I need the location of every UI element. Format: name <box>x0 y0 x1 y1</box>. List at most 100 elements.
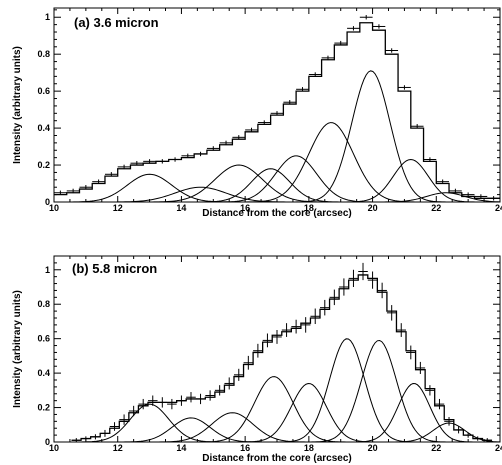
data-point <box>396 323 407 337</box>
data-point <box>205 390 215 401</box>
data-point <box>92 179 105 184</box>
y-tick-label: 0.2 <box>37 160 50 170</box>
data-point <box>291 319 301 334</box>
data-point <box>109 422 120 431</box>
data-point <box>219 140 233 146</box>
y-tick-label: 0.2 <box>37 403 50 413</box>
data-point <box>372 24 386 29</box>
data-point <box>168 157 182 162</box>
data-point <box>444 417 454 426</box>
data-point <box>272 330 282 344</box>
y-tick-label: 0 <box>45 437 50 447</box>
data-point <box>54 190 67 195</box>
data-point <box>423 157 437 162</box>
panel-title: (a) 3.6 micron <box>74 15 159 30</box>
gaussian-component-curve <box>54 422 501 443</box>
data-point <box>347 26 360 31</box>
x-tick-label: 24 <box>495 203 502 213</box>
y-tick-label: 0.4 <box>37 368 50 378</box>
data-point <box>359 15 373 20</box>
data-point <box>482 438 493 443</box>
plot-frame <box>53 7 501 203</box>
gaussian-components <box>54 70 501 203</box>
data-point <box>128 405 139 417</box>
gaussian-component-curve <box>54 403 500 443</box>
data-point <box>281 323 292 337</box>
x-tick-label: 20 <box>368 203 378 213</box>
data-point <box>232 135 246 140</box>
data-point <box>253 343 263 358</box>
gaussian-component-curve <box>54 376 500 443</box>
y-axis-title: Intensity (arbitrary units) <box>12 46 23 164</box>
data-point <box>243 355 254 370</box>
data-point <box>377 282 387 299</box>
data-point <box>385 48 399 53</box>
data-point <box>425 385 435 396</box>
data-point <box>300 317 311 333</box>
model-histogram-line <box>54 22 500 199</box>
x-tick-label: 18 <box>304 443 314 453</box>
data-point <box>117 164 131 170</box>
y-tick-label: 0.8 <box>37 49 50 59</box>
data-point <box>406 345 416 360</box>
data-point <box>233 368 244 381</box>
data-point <box>186 392 196 403</box>
data-point <box>329 289 340 306</box>
x-tick-label: 14 <box>176 443 186 453</box>
data-point <box>434 398 445 410</box>
x-tick-label: 22 <box>431 203 441 213</box>
data-point <box>270 111 284 116</box>
y-tick-label: 1 <box>45 265 50 275</box>
data-point <box>339 278 349 296</box>
gaussian-component-curve <box>54 412 500 443</box>
data-point <box>321 55 335 61</box>
data-point <box>176 395 187 406</box>
data-point <box>472 436 483 441</box>
gaussian-component-curve <box>54 339 500 443</box>
x-tick-label: 20 <box>368 443 378 453</box>
data-point <box>348 269 359 287</box>
data-point <box>181 153 195 159</box>
x-tick-label: 18 <box>304 203 314 213</box>
data-point <box>358 262 368 281</box>
data-point <box>143 159 156 164</box>
data-point <box>453 426 464 434</box>
data-point <box>334 40 348 46</box>
data-point <box>386 305 397 321</box>
data-point <box>66 188 80 194</box>
data-point <box>449 188 462 194</box>
x-tick-label: 24 <box>495 443 502 453</box>
data-point <box>257 120 271 125</box>
data-point <box>296 87 309 92</box>
x-axis-title: Distance from the core (arcsec) <box>202 453 352 464</box>
data-point <box>119 414 129 425</box>
data-point <box>436 179 450 184</box>
y-tick-label: 1 <box>45 12 50 22</box>
data-point <box>100 429 110 437</box>
data-point <box>104 172 118 177</box>
data-point <box>415 361 426 374</box>
model-histogram <box>54 22 500 199</box>
data-point <box>195 393 206 405</box>
x-tick-label: 12 <box>113 443 123 453</box>
data-point <box>155 159 169 164</box>
data-points <box>54 15 500 201</box>
y-tick-label: 0.8 <box>37 299 50 309</box>
panel-a: (a) 3.6 micron Distance from the core (a… <box>12 7 502 219</box>
x-tick-label: 10 <box>49 443 59 453</box>
data-point <box>310 308 321 325</box>
data-point <box>487 196 500 201</box>
x-axis-title: Distance from the core (arcsec) <box>202 208 352 219</box>
data-point <box>81 436 91 441</box>
x-tick-label: 12 <box>113 203 123 213</box>
gaussian-component-curve <box>54 192 501 203</box>
gaussian-component-curve <box>54 168 500 203</box>
data-point <box>130 161 144 166</box>
y-tick-label: 0 <box>45 197 50 207</box>
y-tick-label: 0.4 <box>37 123 50 133</box>
data-point <box>398 85 411 90</box>
data-point <box>206 146 220 151</box>
x-tick-label: 22 <box>431 443 441 453</box>
model-histogram-line <box>71 274 493 441</box>
